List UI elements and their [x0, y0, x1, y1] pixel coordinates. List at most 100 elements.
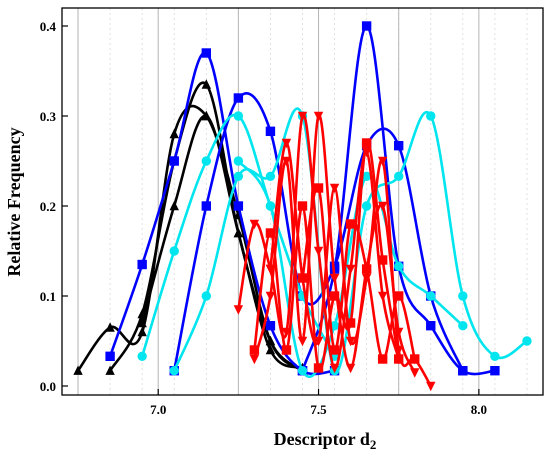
triangle-up-marker	[169, 200, 179, 211]
x-tick-label: 8.0	[471, 402, 487, 417]
square-marker	[394, 291, 404, 301]
triangle-down-marker	[426, 381, 436, 392]
square-marker	[313, 183, 324, 193]
circle-marker	[361, 201, 372, 211]
square-marker	[361, 264, 372, 274]
square-marker	[169, 156, 179, 166]
triangle-up-marker	[137, 317, 147, 328]
y-tick-label: 0.3	[40, 109, 57, 124]
circle-marker	[169, 366, 179, 376]
triangle-up-marker	[105, 322, 115, 332]
triangle-down-marker	[329, 363, 340, 374]
triangle-down-marker	[329, 183, 340, 194]
y-axis-title: Relative Frequency	[4, 127, 24, 276]
series-line	[253, 141, 400, 372]
square-marker	[394, 141, 404, 151]
square-marker	[265, 321, 276, 331]
x-tick-label: 7.0	[150, 402, 166, 417]
triangle-down-marker	[249, 219, 260, 230]
square-marker	[361, 21, 372, 31]
circle-marker	[233, 111, 244, 121]
circle-marker	[426, 291, 436, 301]
triangle-down-marker	[313, 246, 324, 257]
circle-marker	[233, 156, 244, 166]
triangle-down-marker	[297, 111, 308, 122]
series-13	[249, 138, 404, 373]
circle-marker	[233, 171, 244, 182]
y-tick-label: 0.0	[40, 379, 56, 394]
square-marker	[281, 345, 292, 355]
series-14	[297, 183, 420, 364]
triangle-up-marker	[169, 128, 179, 139]
triangle-down-marker	[345, 264, 356, 275]
series-8	[169, 107, 532, 376]
circle-marker	[265, 171, 276, 182]
circle-marker	[394, 261, 404, 271]
square-marker	[410, 354, 420, 364]
triangle-down-marker	[345, 336, 356, 347]
plot-frame	[61, 7, 544, 396]
y-tick-label: 0.4	[40, 19, 57, 34]
series-line	[108, 51, 336, 376]
square-marker	[201, 48, 212, 58]
square-marker	[201, 201, 212, 211]
circle-marker	[458, 321, 468, 331]
square-marker	[249, 345, 260, 355]
square-marker	[265, 126, 276, 136]
triangle-down-marker	[313, 336, 324, 347]
triangle-down-marker	[281, 138, 292, 149]
triangle-down-marker	[345, 363, 356, 374]
square-marker	[490, 366, 500, 376]
circle-marker	[265, 201, 276, 211]
square-marker	[329, 345, 340, 355]
triangle-down-marker	[377, 156, 388, 167]
x-tick-label: 7.5	[310, 402, 327, 417]
triangle-down-marker	[329, 273, 340, 284]
triangle-down-marker	[377, 291, 388, 302]
circle-marker	[394, 171, 404, 182]
circle-marker	[297, 366, 308, 376]
y-tick-label: 0.1	[40, 289, 56, 304]
triangle-up-marker	[137, 326, 147, 337]
square-marker	[361, 138, 372, 148]
square-marker	[377, 255, 388, 265]
triangle-down-marker	[281, 156, 292, 167]
square-marker	[297, 201, 308, 211]
series-layer	[73, 21, 532, 392]
square-marker	[297, 273, 308, 283]
x-axis-title: Descriptor d2	[274, 429, 377, 452]
circle-marker	[201, 156, 212, 166]
square-marker	[233, 201, 244, 211]
x-axis-title-main: Descriptor d	[274, 429, 370, 449]
circle-marker	[426, 111, 436, 121]
triangle-up-marker	[201, 110, 211, 121]
square-marker	[265, 228, 276, 238]
circle-marker	[137, 351, 147, 361]
square-marker	[137, 259, 147, 270]
circle-marker	[169, 246, 179, 256]
circle-marker	[490, 351, 500, 361]
triangle-down-marker	[249, 354, 260, 365]
triangle-up-marker	[265, 344, 276, 355]
circle-marker	[522, 336, 532, 346]
circle-marker	[201, 291, 212, 301]
y-tick-label: 0.2	[40, 199, 56, 214]
triangle-down-marker	[265, 291, 276, 302]
triangle-down-marker	[313, 111, 324, 122]
triangle-up-marker	[233, 227, 244, 238]
triangle-down-marker	[233, 305, 244, 315]
square-marker	[233, 93, 244, 103]
square-marker	[394, 354, 404, 364]
triangle-down-marker	[297, 336, 308, 347]
square-marker	[345, 318, 356, 328]
series-11	[249, 111, 420, 378]
triangle-down-marker	[410, 368, 420, 378]
circle-marker	[458, 291, 468, 301]
square-marker	[329, 291, 340, 301]
square-marker	[377, 354, 388, 364]
square-marker	[105, 351, 115, 362]
square-marker	[345, 219, 356, 229]
triangle-up-marker	[73, 365, 83, 375]
triangle-down-marker	[377, 201, 388, 212]
